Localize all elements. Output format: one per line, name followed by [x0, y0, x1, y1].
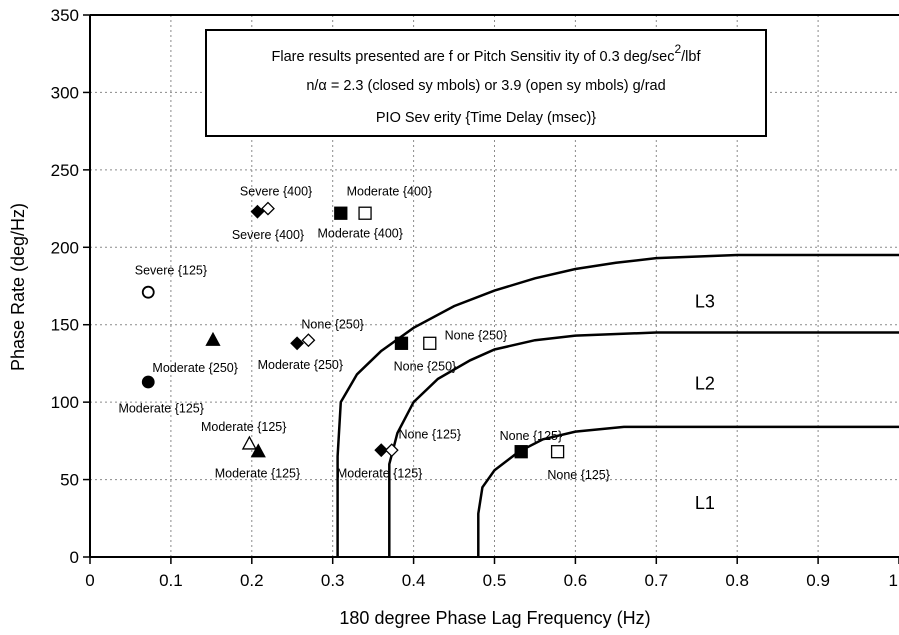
filled-circle-marker	[141, 375, 155, 389]
point-labels: Severe {400} Severe {400} Moderate {400} Mo…	[118, 185, 609, 482]
x-tick-label: 0.8	[725, 571, 749, 590]
point-label: Moderate {250}	[152, 361, 238, 375]
point-label: Moderate {125}	[215, 466, 301, 480]
boundary-l3	[336, 253, 899, 557]
region-label-l1: L1	[695, 493, 715, 513]
x-tick-label: 0.5	[483, 571, 507, 590]
filled-diamond-marker	[250, 204, 265, 219]
filled-triangle-marker	[250, 443, 266, 458]
annotation-line-1: Flare results presented are f or Pitch S…	[271, 42, 701, 65]
open-diamond-marker	[261, 201, 275, 216]
filled-square-marker	[514, 445, 528, 459]
open-triangle-marker	[241, 435, 257, 450]
region-label-l3: L3	[695, 291, 715, 311]
x-tick-label: 0	[85, 571, 94, 590]
point-label: Moderate {400}	[317, 226, 403, 240]
x-tick-label: 1	[889, 571, 898, 590]
point-label: Moderate {125}	[201, 420, 287, 434]
y-tick-label: 300	[51, 83, 79, 102]
y-tick-label: 0	[70, 548, 79, 567]
region-labels: L3 L2 L1	[695, 291, 715, 512]
boundary-l2	[388, 331, 899, 557]
y-tick-label: 350	[51, 6, 79, 25]
point-label: Moderate {400}	[347, 185, 433, 199]
x-tick-label: 0.1	[159, 571, 183, 590]
x-tick-label: 0.6	[564, 571, 588, 590]
region-label-l2: L2	[695, 374, 715, 394]
y-tick-label: 50	[60, 471, 79, 490]
x-axis-title: 180 degree Phase Lag Frequency (Hz)	[339, 608, 650, 628]
open-diamond-marker	[301, 333, 316, 348]
point-label: Moderate {250}	[258, 358, 344, 372]
point-label: None {250}	[394, 360, 457, 374]
x-tick-label: 0.3	[321, 571, 345, 590]
y-tick-label: 250	[51, 161, 79, 180]
point-label: Severe {400}	[232, 228, 304, 242]
filled-square-marker	[394, 336, 409, 350]
annotation-box: Flare results presented are f or Pitch S…	[205, 29, 767, 137]
point-label: Severe {400}	[240, 185, 312, 199]
x-tick-label: 0.7	[644, 571, 668, 590]
open-square-marker	[423, 336, 437, 350]
open-diamond-marker	[384, 443, 399, 458]
annotation-line-3: PIO Sev erity {Time Delay (msec)}	[376, 110, 596, 126]
point-label: Moderate {125}	[118, 401, 204, 415]
x-tick-label: 0.4	[402, 571, 426, 590]
open-circle-marker	[141, 285, 155, 299]
filled-diamond-marker	[290, 336, 305, 351]
y-tick-label: 100	[51, 393, 79, 412]
y-tick-label: 150	[51, 316, 79, 335]
y-tick-label: 200	[51, 238, 79, 257]
x-tick-label: 0.2	[240, 571, 264, 590]
annotation-line-2: n/α = 2.3 (closed sy mbols) or 3.9 (open…	[306, 78, 665, 94]
filled-triangle-marker	[205, 331, 221, 346]
open-square-marker	[358, 206, 372, 220]
point-label: None {250}	[445, 329, 508, 343]
point-label: None {125}	[500, 429, 563, 443]
x-tick-label: 0.9	[806, 571, 830, 590]
point-label: None {125}	[547, 468, 610, 482]
point-label: Severe {125}	[135, 264, 207, 278]
point-label: Moderate {125}	[337, 466, 423, 480]
data-points	[141, 201, 565, 459]
tick-labels: 0 0.1 0.2 0.3 0.4 0.5 0.6 0.7 0.8 0.9 1 0 50 100 150 20…	[51, 6, 899, 590]
filled-diamond-marker	[374, 443, 389, 458]
point-label: None {125}	[398, 428, 461, 442]
point-label: None {250}	[301, 318, 364, 332]
filled-square-marker	[334, 206, 348, 220]
y-axis-title: Phase Rate (deg/Hz)	[8, 203, 28, 371]
open-square-marker	[550, 445, 565, 459]
